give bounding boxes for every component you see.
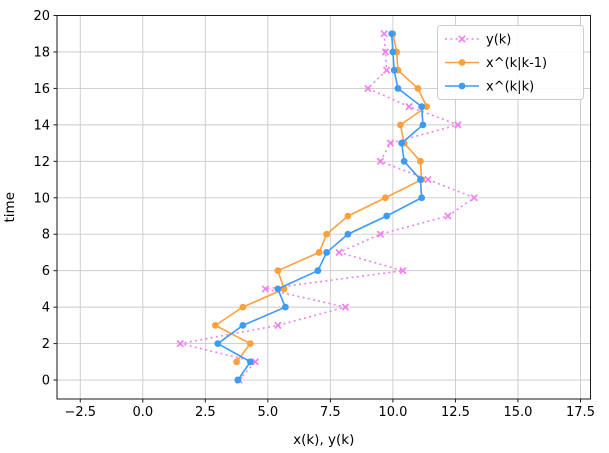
legend-point-marker [458, 59, 466, 66]
x-marker [364, 84, 372, 93]
x-marker [261, 285, 270, 293]
series-x-filt [214, 30, 427, 384]
point-marker [389, 48, 397, 56]
x-tick-label: 12.5 [441, 405, 470, 420]
x-tick-label: 0.0 [132, 405, 153, 420]
x-marker [251, 358, 260, 366]
legend: y(k) x^(k|k-1) x^(k|k) [437, 25, 584, 100]
y-tick-label: 14 [33, 118, 50, 133]
point-marker [246, 340, 254, 347]
x-marker [399, 266, 407, 275]
y-tick-label: 20 [33, 9, 50, 24]
x-marker [381, 48, 390, 56]
point-marker [400, 157, 408, 165]
point-marker [419, 121, 427, 129]
x-marker [274, 321, 282, 330]
x-marker [176, 339, 185, 348]
point-marker [417, 176, 424, 183]
x-marker [405, 102, 413, 111]
point-marker [382, 194, 389, 202]
point-marker [214, 340, 222, 347]
point-marker [323, 249, 331, 256]
point-marker [281, 303, 289, 311]
point-marker [246, 358, 254, 366]
x-tick-label: −2.5 [64, 405, 96, 420]
y-tick-label: 6 [42, 264, 50, 279]
x-marker [376, 157, 385, 166]
point-marker [233, 358, 240, 366]
point-marker [397, 121, 404, 129]
plot-border [56, 15, 591, 400]
x-tick-label: 15.0 [503, 405, 532, 420]
y-tick-label: 18 [33, 45, 50, 60]
y-tick-label: 0 [42, 374, 50, 389]
point-marker [394, 85, 402, 92]
x-marker [444, 212, 452, 220]
point-marker [423, 103, 431, 111]
point-marker [390, 66, 398, 74]
y-tick-label: 12 [33, 155, 50, 170]
point-marker [239, 321, 247, 329]
x-marker [382, 66, 391, 74]
x-marker [335, 248, 343, 257]
point-marker [323, 230, 331, 238]
point-marker [274, 267, 282, 275]
y-tick-label: 8 [42, 228, 50, 243]
legend-label-y-k: y(k) [486, 33, 511, 48]
point-marker [315, 249, 323, 256]
x-marker [386, 139, 395, 147]
y-tick-label: 16 [33, 82, 50, 97]
x-tick-label: 17.5 [566, 405, 595, 420]
point-marker [239, 303, 247, 311]
x-marker [380, 30, 388, 38]
legend-box [437, 25, 584, 100]
point-marker [344, 212, 352, 220]
point-marker [414, 85, 422, 92]
x-marker [454, 121, 462, 129]
legend-label-x-filt: x^(k|k) [486, 80, 534, 95]
series-x-pred [211, 30, 431, 366]
legend-label-x-pred: x^(k|k-1) [486, 56, 547, 71]
x-marker [470, 194, 478, 202]
point-marker [418, 194, 426, 202]
x-tick-label: 5.0 [258, 405, 279, 420]
legend-x-marker [458, 35, 466, 43]
point-marker [344, 230, 352, 238]
x-tick-label: 7.5 [320, 405, 341, 420]
point-marker [418, 103, 426, 111]
point-marker [388, 30, 396, 38]
point-marker [314, 267, 322, 275]
x-axis: −2.5 0.0 2.5 5.0 7.5 10.0 12.5 15.0 17.5 [64, 399, 595, 420]
x-marker [376, 230, 385, 238]
x-marker [424, 175, 432, 184]
y-axis-label: time [2, 192, 18, 223]
legend-point-marker [458, 82, 466, 90]
y-axis: 0 2 4 6 8 10 12 14 16 18 20 [33, 9, 57, 389]
x-marker [341, 303, 350, 311]
x-tick-label: 2.5 [195, 405, 216, 420]
point-marker [274, 285, 282, 293]
y-tick-label: 4 [42, 301, 50, 316]
y-tick-label: 10 [33, 191, 50, 206]
point-marker [417, 157, 424, 165]
point-marker [211, 321, 219, 329]
x-axis-label: x(k), y(k) [293, 432, 354, 448]
point-marker [383, 212, 391, 220]
point-marker [398, 139, 406, 147]
x-tick-label: 10.0 [378, 405, 407, 420]
y-tick-label: 2 [42, 337, 50, 352]
point-marker [234, 376, 242, 384]
